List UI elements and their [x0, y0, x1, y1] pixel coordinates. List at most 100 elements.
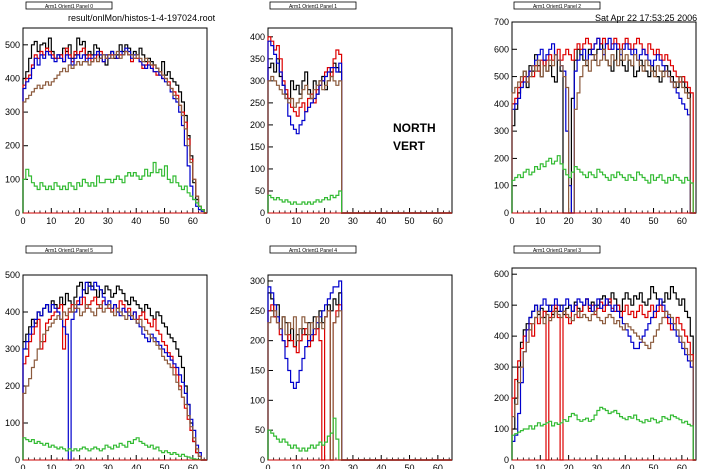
histogram-brown-line — [22, 304, 207, 461]
histogram-black-line — [267, 58, 452, 214]
x-tick-label: 0 — [20, 216, 25, 226]
histogram-blue-line — [267, 280, 452, 461]
histogram-black-line — [267, 292, 452, 461]
y-tick-label: 100 — [5, 418, 20, 428]
x-tick-label: 10 — [291, 463, 301, 469]
x-tick-label: 30 — [348, 463, 358, 469]
y-tick-label: 0 — [15, 455, 20, 465]
y-tick-label: 0 — [15, 208, 20, 218]
y-tick-label: 500 — [494, 72, 509, 82]
y-tick-label: 300 — [494, 362, 509, 372]
y-tick-label: 600 — [494, 269, 509, 279]
panel-title: Arm1 Orient1 Panel 1 — [289, 4, 337, 10]
x-tick-label: 20 — [564, 216, 574, 226]
panel-title-box — [269, 1, 357, 10]
x-tick-label: 0 — [509, 216, 514, 226]
x-tick-label: 10 — [46, 463, 56, 469]
panel-title-box — [513, 1, 601, 10]
y-tick-label: 200 — [250, 336, 265, 346]
x-tick-label: 60 — [677, 216, 687, 226]
y-tick-label: 250 — [250, 306, 265, 316]
histogram-green-line — [267, 190, 452, 214]
y-tick-label: 400 — [494, 331, 509, 341]
x-tick-label: 40 — [376, 463, 386, 469]
x-tick-label: 50 — [160, 216, 170, 226]
x-tick-label: 0 — [20, 463, 25, 469]
y-tick-label: 500 — [494, 300, 509, 310]
x-tick-label: 30 — [592, 463, 602, 469]
histogram-blue-line — [511, 37, 696, 214]
y-tick-label: 250 — [250, 98, 265, 108]
y-tick-label: 500 — [5, 40, 20, 50]
x-tick-label: 10 — [291, 216, 301, 226]
x-tick-label: 40 — [376, 216, 386, 226]
panel-title-box — [269, 245, 357, 254]
y-tick-label: 300 — [5, 344, 20, 354]
panel-title-box — [25, 1, 113, 10]
x-tick-label: 30 — [592, 216, 602, 226]
histogram-brown-line — [22, 50, 207, 214]
y-tick-label: 100 — [250, 395, 265, 405]
x-tick-label: 20 — [75, 216, 85, 226]
panel-title-box — [513, 245, 601, 254]
histogram-green-line — [22, 161, 207, 214]
y-tick-label: 50 — [255, 186, 265, 196]
histogram-green-line — [22, 437, 207, 461]
y-tick-label: 300 — [250, 76, 265, 86]
panel-title: Arm1 Orient1 Panel 0 — [45, 4, 93, 10]
histogram-red-line — [22, 296, 207, 461]
x-tick-label: 0 — [265, 463, 270, 469]
x-tick-label: 10 — [535, 216, 545, 226]
x-tick-label: 60 — [188, 216, 198, 226]
x-tick-label: 10 — [535, 463, 545, 469]
y-tick-label: 400 — [494, 99, 509, 109]
histogram-black-line — [511, 43, 696, 214]
x-tick-label: 60 — [188, 463, 198, 469]
y-tick-label: 50 — [255, 425, 265, 435]
x-tick-label: 0 — [265, 216, 270, 226]
y-tick-label: 100 — [494, 424, 509, 434]
x-tick-label: 60 — [677, 463, 687, 469]
x-tick-label: 40 — [620, 463, 630, 469]
plot-frame — [511, 267, 697, 461]
y-tick-label: 0 — [260, 455, 265, 465]
x-tick-label: 0 — [509, 463, 514, 469]
histogram-blue-line — [22, 281, 207, 461]
histogram-green-line — [511, 406, 696, 461]
histogram-green-line — [511, 155, 696, 214]
y-tick-label: 400 — [250, 32, 265, 42]
plot-frame — [22, 27, 208, 214]
x-tick-label: 50 — [405, 463, 415, 469]
x-tick-label: 50 — [405, 216, 415, 226]
y-tick-label: 150 — [250, 365, 265, 375]
plot-frame — [22, 274, 208, 461]
x-tick-label: 20 — [564, 463, 574, 469]
x-tick-label: 50 — [649, 216, 659, 226]
panel-title-box — [25, 245, 113, 254]
y-tick-label: 100 — [5, 174, 20, 184]
histogram-red-line — [511, 37, 696, 214]
histogram-blue-line — [22, 47, 207, 214]
x-tick-label: 20 — [320, 463, 330, 469]
y-tick-label: 500 — [5, 270, 20, 280]
x-tick-label: 50 — [649, 463, 659, 469]
histogram-brown-line — [511, 310, 696, 461]
x-tick-label: 60 — [433, 463, 443, 469]
y-tick-label: 600 — [494, 44, 509, 54]
histogram-red-line — [267, 304, 452, 461]
y-tick-label: 100 — [250, 164, 265, 174]
plot-frame — [267, 274, 453, 461]
x-tick-label: 30 — [348, 216, 358, 226]
panel-title: Arm1 Orient1 Panel 2 — [533, 4, 581, 10]
plot-frame — [511, 21, 697, 214]
date-label: Sat Apr 22 17:53:25 2006 — [595, 13, 698, 23]
annotation-north: NORTH — [393, 121, 436, 135]
x-tick-label: 50 — [160, 463, 170, 469]
histogram-brown-line — [267, 310, 452, 461]
y-tick-label: 200 — [494, 393, 509, 403]
x-tick-label: 60 — [433, 216, 443, 226]
panel-title: Arm1 Orient1 Panel 5 — [45, 248, 93, 254]
x-tick-label: 40 — [131, 463, 141, 469]
x-tick-label: 10 — [46, 216, 56, 226]
